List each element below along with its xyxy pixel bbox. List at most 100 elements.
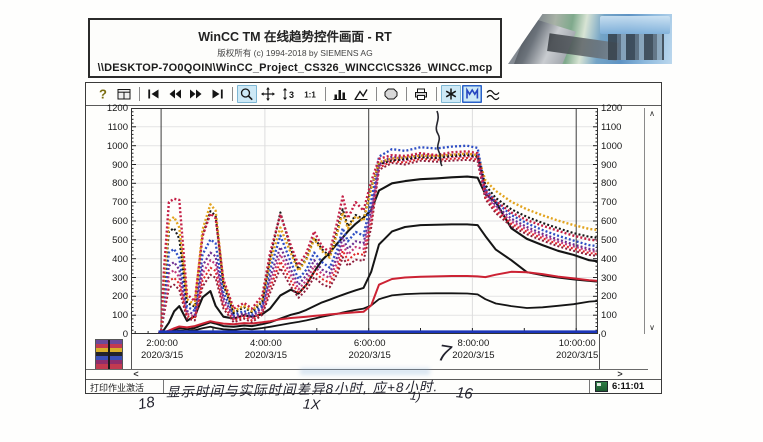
tick-time: 8:00:00	[457, 338, 490, 349]
trend-pen-red-solid	[158, 270, 598, 334]
x-axis-tick-label: 2:00:00 2020/3/15	[122, 338, 202, 361]
y-axis-tick-label: 700	[601, 197, 617, 209]
y-axis-tick-label: 200	[601, 291, 617, 303]
move-button[interactable]	[258, 85, 278, 103]
y-axis-tick-label: 0	[601, 329, 607, 340]
tick-date: 2020/3/15	[244, 350, 288, 361]
y-axis-tick-label: 800	[112, 178, 128, 190]
scrollbar-divider	[86, 369, 648, 370]
save-button[interactable]	[462, 85, 482, 103]
project-path: \\DESKTOP-7O0QOIN\WinCC_Project_CS326_WI…	[97, 62, 493, 74]
y-axis-tick-label: 400	[601, 253, 617, 265]
y-axis-tick-label: 1200	[601, 103, 623, 114]
toolbar-separator	[372, 87, 381, 101]
status-time-box: 6:11:01	[589, 380, 661, 393]
scroll-right-icon[interactable]: >	[617, 369, 623, 379]
copyright-text: 版权所有 (c) 1994-2018 by SIEMENS AG	[217, 48, 373, 58]
scroll-down-icon[interactable]: ∨	[649, 323, 655, 332]
dialog-icon	[117, 89, 131, 100]
y-axis-tick-label: 900	[601, 159, 617, 171]
legend-cursor-line	[108, 340, 110, 369]
toolbar-separator	[432, 87, 441, 101]
y-axis-tick-label: 1100	[601, 121, 622, 133]
curves-button[interactable]	[483, 85, 503, 103]
tick-date: 2020/3/15	[348, 350, 391, 361]
bars-icon	[333, 90, 347, 100]
star-button[interactable]	[441, 85, 461, 103]
curves-icon	[486, 89, 500, 101]
handwritten-mark-1x: 1X	[302, 395, 321, 413]
print-button[interactable]	[411, 85, 431, 103]
y-axis-tick-label: 500	[112, 234, 128, 246]
scan-smudge	[300, 368, 430, 375]
help-button[interactable]: ?	[93, 85, 113, 103]
toolbar-separator	[135, 87, 144, 101]
trend-pen-darkred	[158, 158, 598, 334]
trend-legend-button[interactable]	[95, 339, 123, 370]
first-button[interactable]	[144, 85, 164, 103]
status-bar-spacer	[164, 380, 589, 393]
trend-control-window: ? 3 1:1 0 100 200 300 400 500 600 700 800 900 1000 11…	[85, 82, 662, 394]
trend-pen-blue	[158, 144, 598, 334]
x-axis-label-zone: 2:00:00 2020/3/15 4:00:00 2020/3/15 6:00:00 2…	[131, 334, 600, 369]
tick-date: 2020/3/15	[556, 350, 599, 361]
page-title: WinCC TM 在线趋势控件画面 - RT	[198, 30, 392, 44]
siemens-banner-image	[508, 14, 672, 64]
trend-plot[interactable]	[131, 108, 598, 334]
trend-pen-red1	[158, 150, 598, 334]
tick-time: 4:00:00	[250, 338, 282, 349]
trend-pen-red2	[158, 156, 598, 334]
pen-scribble	[435, 110, 443, 167]
y-axis-tick-label: 200	[112, 291, 128, 303]
toolbar-separator	[402, 87, 411, 101]
scroll-up-icon[interactable]: ∧	[649, 109, 655, 118]
y-axis-tick-label: 1200	[106, 103, 128, 114]
status-bar: 打印作业激活 6:11:01	[86, 379, 661, 393]
svg-text:?: ?	[99, 87, 107, 101]
stop-icon	[384, 88, 398, 100]
zoom-area-icon	[240, 88, 253, 101]
move-icon	[261, 87, 275, 101]
prev-button[interactable]	[165, 85, 185, 103]
print-job-status: 打印作业激活	[86, 380, 164, 393]
y-axis-right-labels: 0 100 200 300 400 500 600 700 800 900 1000 1100 1200	[601, 103, 643, 340]
dialog-button[interactable]	[114, 85, 134, 103]
network-status-icon	[595, 381, 608, 392]
status-time: 6:11:01	[612, 381, 645, 392]
star-icon	[445, 88, 457, 100]
scroll-left-icon[interactable]: <	[133, 369, 139, 379]
x-axis-tick-label: 8:00:00 2020/3/15	[433, 338, 513, 361]
y-axis-tick-label: 300	[112, 272, 128, 284]
next-button[interactable]	[186, 85, 206, 103]
prev-icon	[169, 89, 181, 99]
last-button[interactable]	[207, 85, 227, 103]
zoom-area-button[interactable]	[237, 85, 257, 103]
vertical-scrollbar[interactable]: ∧ ∨	[644, 108, 659, 334]
one-one-button[interactable]: 1:1	[300, 85, 320, 103]
banner-cabinets-shape	[608, 34, 664, 60]
help-icon: ?	[99, 87, 107, 101]
tick-time: 6:00:00	[353, 338, 386, 349]
print-icon	[415, 88, 427, 100]
bars-button[interactable]	[330, 85, 350, 103]
tick-date: 2020/3/15	[452, 350, 495, 361]
stop-button[interactable]	[381, 85, 401, 103]
trend-pen-purple	[158, 152, 598, 334]
save-icon	[466, 87, 479, 99]
y-axis-tick-label: 100	[112, 310, 128, 322]
x-axis-tick-label: 6:00:00 2020/3/15	[330, 338, 410, 361]
horizontal-scrollbar[interactable]: < >	[131, 369, 631, 379]
next-icon	[190, 89, 202, 99]
scale-vertical-button[interactable]: 3	[279, 85, 299, 103]
tick-date: 2020/3/15	[140, 350, 184, 361]
header-box: WinCC TM 在线趋势控件画面 - RT 版权所有 (c) 1994-201…	[88, 18, 502, 78]
curve-button[interactable]	[351, 85, 371, 103]
toolbar-separator	[228, 87, 237, 101]
handwritten-mark-18: 18	[136, 393, 157, 414]
curve-icon	[354, 89, 368, 100]
y-axis-tick-label: 1100	[107, 121, 128, 133]
trend-toolbar: ? 3 1:1	[86, 83, 661, 106]
y-axis-tick-label: 800	[601, 178, 617, 190]
y-axis-tick-label: 1000	[106, 140, 128, 152]
